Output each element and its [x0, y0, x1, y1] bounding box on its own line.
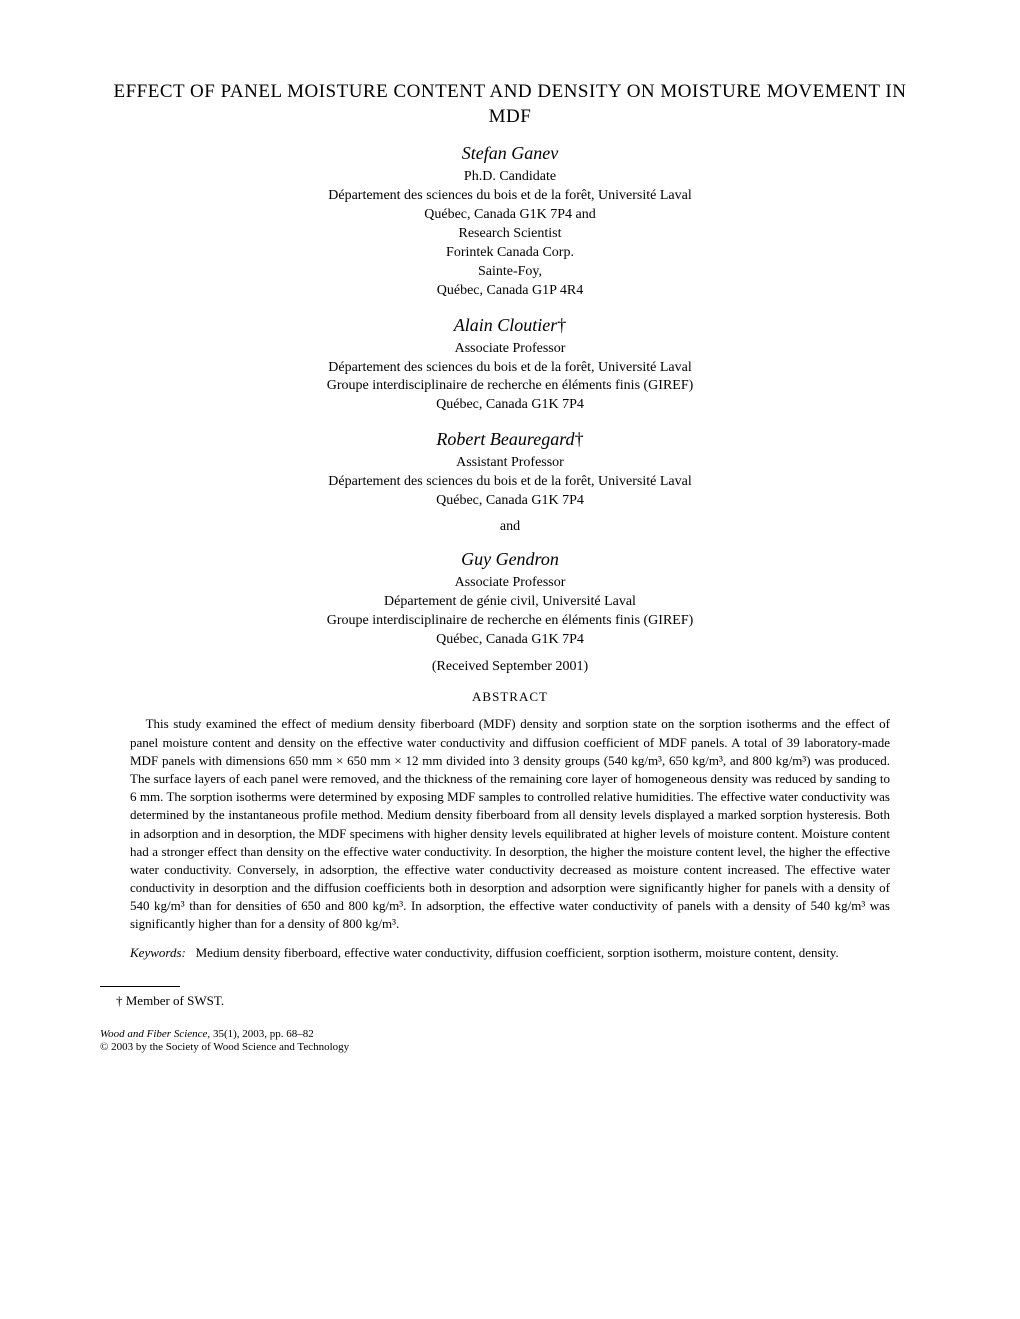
author-affil: Québec, Canada G1K 7P4 and [100, 206, 920, 225]
author-name-text: Alain Cloutier [454, 315, 558, 335]
author-block-1: Alain Cloutier† Associate Professor Dépa… [100, 315, 920, 416]
author-name-text: Robert Beauregard [436, 429, 574, 449]
author-affil: Département des sciences du bois et de l… [100, 359, 920, 378]
author-name: Robert Beauregard† [100, 429, 920, 450]
author-role: Assistant Professor [100, 454, 920, 473]
journal-name: Wood and Fiber Science, [100, 1028, 210, 1040]
copyright: © 2003 by the Society of Wood Science an… [100, 1041, 920, 1053]
author-affil: Département des sciences du bois et de l… [100, 473, 920, 492]
abstract-heading: ABSTRACT [100, 689, 920, 705]
journal-citation: Wood and Fiber Science, 35(1), 2003, pp.… [100, 1027, 920, 1041]
keywords-label: Keywords: [130, 945, 186, 960]
abstract-text: This study examined the effect of medium… [130, 715, 890, 933]
author-affil: Département de génie civil, Université L… [100, 593, 920, 612]
received-date: (Received September 2001) [100, 659, 920, 675]
author-affil: Sainte-Foy, [100, 263, 920, 282]
journal-details: 35(1), 2003, pp. 68–82 [210, 1028, 314, 1040]
author-affil: Forintek Canada Corp. [100, 244, 920, 263]
author-affil: Groupe interdisciplinaire de recherche e… [100, 612, 920, 631]
dagger-icon: † [575, 429, 584, 449]
author-name: Alain Cloutier† [100, 315, 920, 336]
author-affil: Research Scientist [100, 225, 920, 244]
and-separator: and [100, 519, 920, 535]
author-affil: Québec, Canada G1K 7P4 [100, 631, 920, 650]
author-block-2: Robert Beauregard† Assistant Professor D… [100, 429, 920, 511]
keywords: Keywords: Medium density fiberboard, eff… [130, 944, 890, 962]
author-name: Stefan Ganev [100, 143, 920, 164]
footnote-divider [100, 986, 180, 987]
author-affil: Québec, Canada G1K 7P4 [100, 492, 920, 511]
author-affil: Groupe interdisciplinaire de recherche e… [100, 377, 920, 396]
author-block-0: Stefan Ganev Ph.D. Candidate Département… [100, 143, 920, 300]
author-affil: Département des sciences du bois et de l… [100, 187, 920, 206]
footnote: † Member of SWST. [116, 993, 920, 1009]
author-name: Guy Gendron [100, 549, 920, 570]
dagger-icon: † [557, 315, 566, 335]
author-block-3: Guy Gendron Associate Professor Départem… [100, 549, 920, 650]
author-role: Associate Professor [100, 340, 920, 359]
paper-title: EFFECT OF PANEL MOISTURE CONTENT AND DEN… [100, 80, 920, 129]
author-affil: Québec, Canada G1K 7P4 [100, 396, 920, 415]
keywords-text: Medium density fiberboard, effective wat… [196, 945, 839, 960]
author-role: Ph.D. Candidate [100, 168, 920, 187]
author-role: Associate Professor [100, 574, 920, 593]
author-affil: Québec, Canada G1P 4R4 [100, 282, 920, 301]
